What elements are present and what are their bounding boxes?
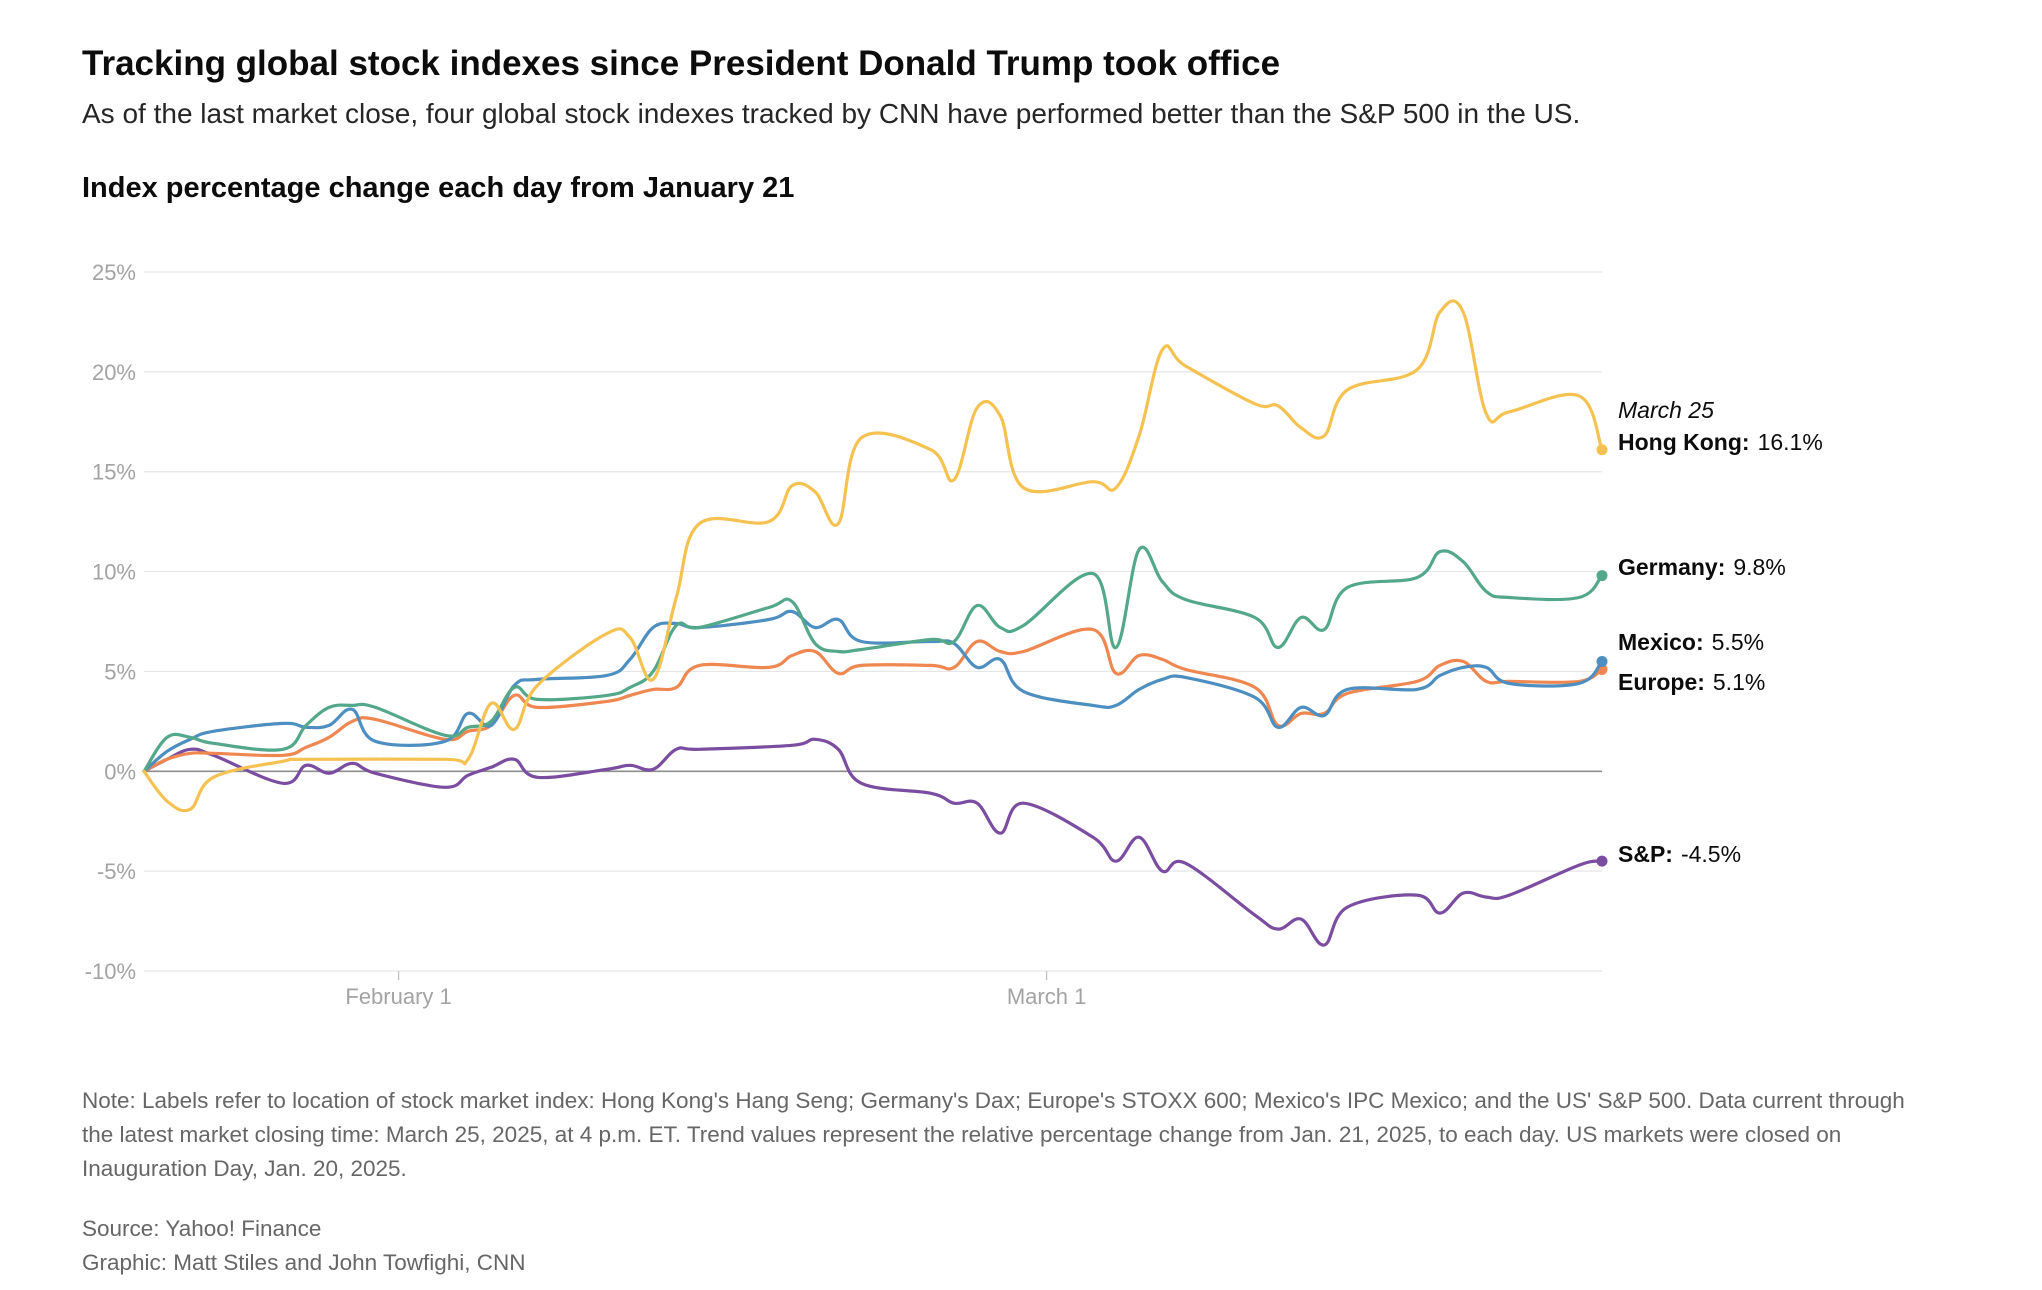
series-end-dot-hong-kong bbox=[1596, 444, 1608, 456]
end-label-s-p: S&P: -4.5% bbox=[1618, 841, 1741, 867]
chart-heading: Index percentage change each day from Ja… bbox=[82, 172, 795, 204]
chart-note: Note: Labels refer to location of stock … bbox=[82, 1088, 1905, 1181]
series-line-s-p bbox=[142, 737, 1604, 947]
end-label-value-s-p: -4.5% bbox=[1681, 841, 1741, 867]
end-label-date: March 25 bbox=[1618, 397, 1714, 423]
y-tick-label: -5% bbox=[97, 859, 136, 884]
y-tick-label: 0% bbox=[104, 759, 136, 784]
series-line-europe bbox=[142, 627, 1604, 773]
page-title: Tracking global stock indexes since Pres… bbox=[82, 44, 1281, 83]
end-label-value-hong-kong: 16.1% bbox=[1758, 429, 1823, 455]
end-label-name-europe: Europe: bbox=[1618, 669, 1705, 695]
y-tick-label: 20% bbox=[92, 360, 136, 385]
axis-layer: -10% -5% 0% 5% 10% 15% 20% 25% February 1 March 1 bbox=[85, 260, 1087, 1009]
y-tick-label: 25% bbox=[92, 260, 136, 285]
end-label-value-europe: 5.1% bbox=[1713, 669, 1765, 695]
x-tick-label: February 1 bbox=[345, 984, 451, 1009]
end-label-name-hong-kong: Hong Kong: bbox=[1618, 429, 1750, 455]
series-end-dot-s-p bbox=[1596, 855, 1608, 867]
y-tick-label: -10% bbox=[85, 959, 136, 984]
series-line-mexico bbox=[142, 609, 1604, 773]
end-label-name-mexico: Mexico: bbox=[1618, 629, 1704, 655]
end-label-europe: Europe: 5.1% bbox=[1618, 669, 1765, 695]
end-label-value-mexico: 5.5% bbox=[1712, 629, 1764, 655]
end-label-layer: March 25 Hong Kong: 16.1% Germany: 9.8% Mexic… bbox=[1618, 397, 1823, 867]
x-tick-label: March 1 bbox=[1007, 984, 1086, 1009]
y-tick-label: 5% bbox=[104, 659, 136, 684]
chart-source: Source: Yahoo! Finance bbox=[82, 1216, 322, 1241]
grid-layer bbox=[144, 271, 1602, 972]
end-label-hong-kong: Hong Kong: 16.1% bbox=[1618, 429, 1823, 455]
end-label-name-s-p: S&P: bbox=[1618, 841, 1673, 867]
y-tick-label: 10% bbox=[92, 560, 136, 585]
series-line-hong-kong bbox=[142, 299, 1604, 813]
series-end-dot-germany bbox=[1596, 570, 1608, 582]
chart-credit: Graphic: Matt Stiles and John Towfighi, … bbox=[82, 1250, 526, 1275]
series-line-germany bbox=[142, 545, 1604, 773]
series-layer bbox=[142, 299, 1608, 947]
end-label-mexico: Mexico: 5.5% bbox=[1618, 629, 1764, 655]
end-label-value-germany: 9.8% bbox=[1733, 554, 1785, 580]
series-end-dot-mexico bbox=[1596, 655, 1608, 667]
page-subtitle: As of the last market close, four global… bbox=[82, 98, 1581, 129]
y-tick-label: 15% bbox=[92, 460, 136, 485]
end-label-germany: Germany: 9.8% bbox=[1618, 554, 1786, 580]
end-label-name-germany: Germany: bbox=[1618, 554, 1725, 580]
